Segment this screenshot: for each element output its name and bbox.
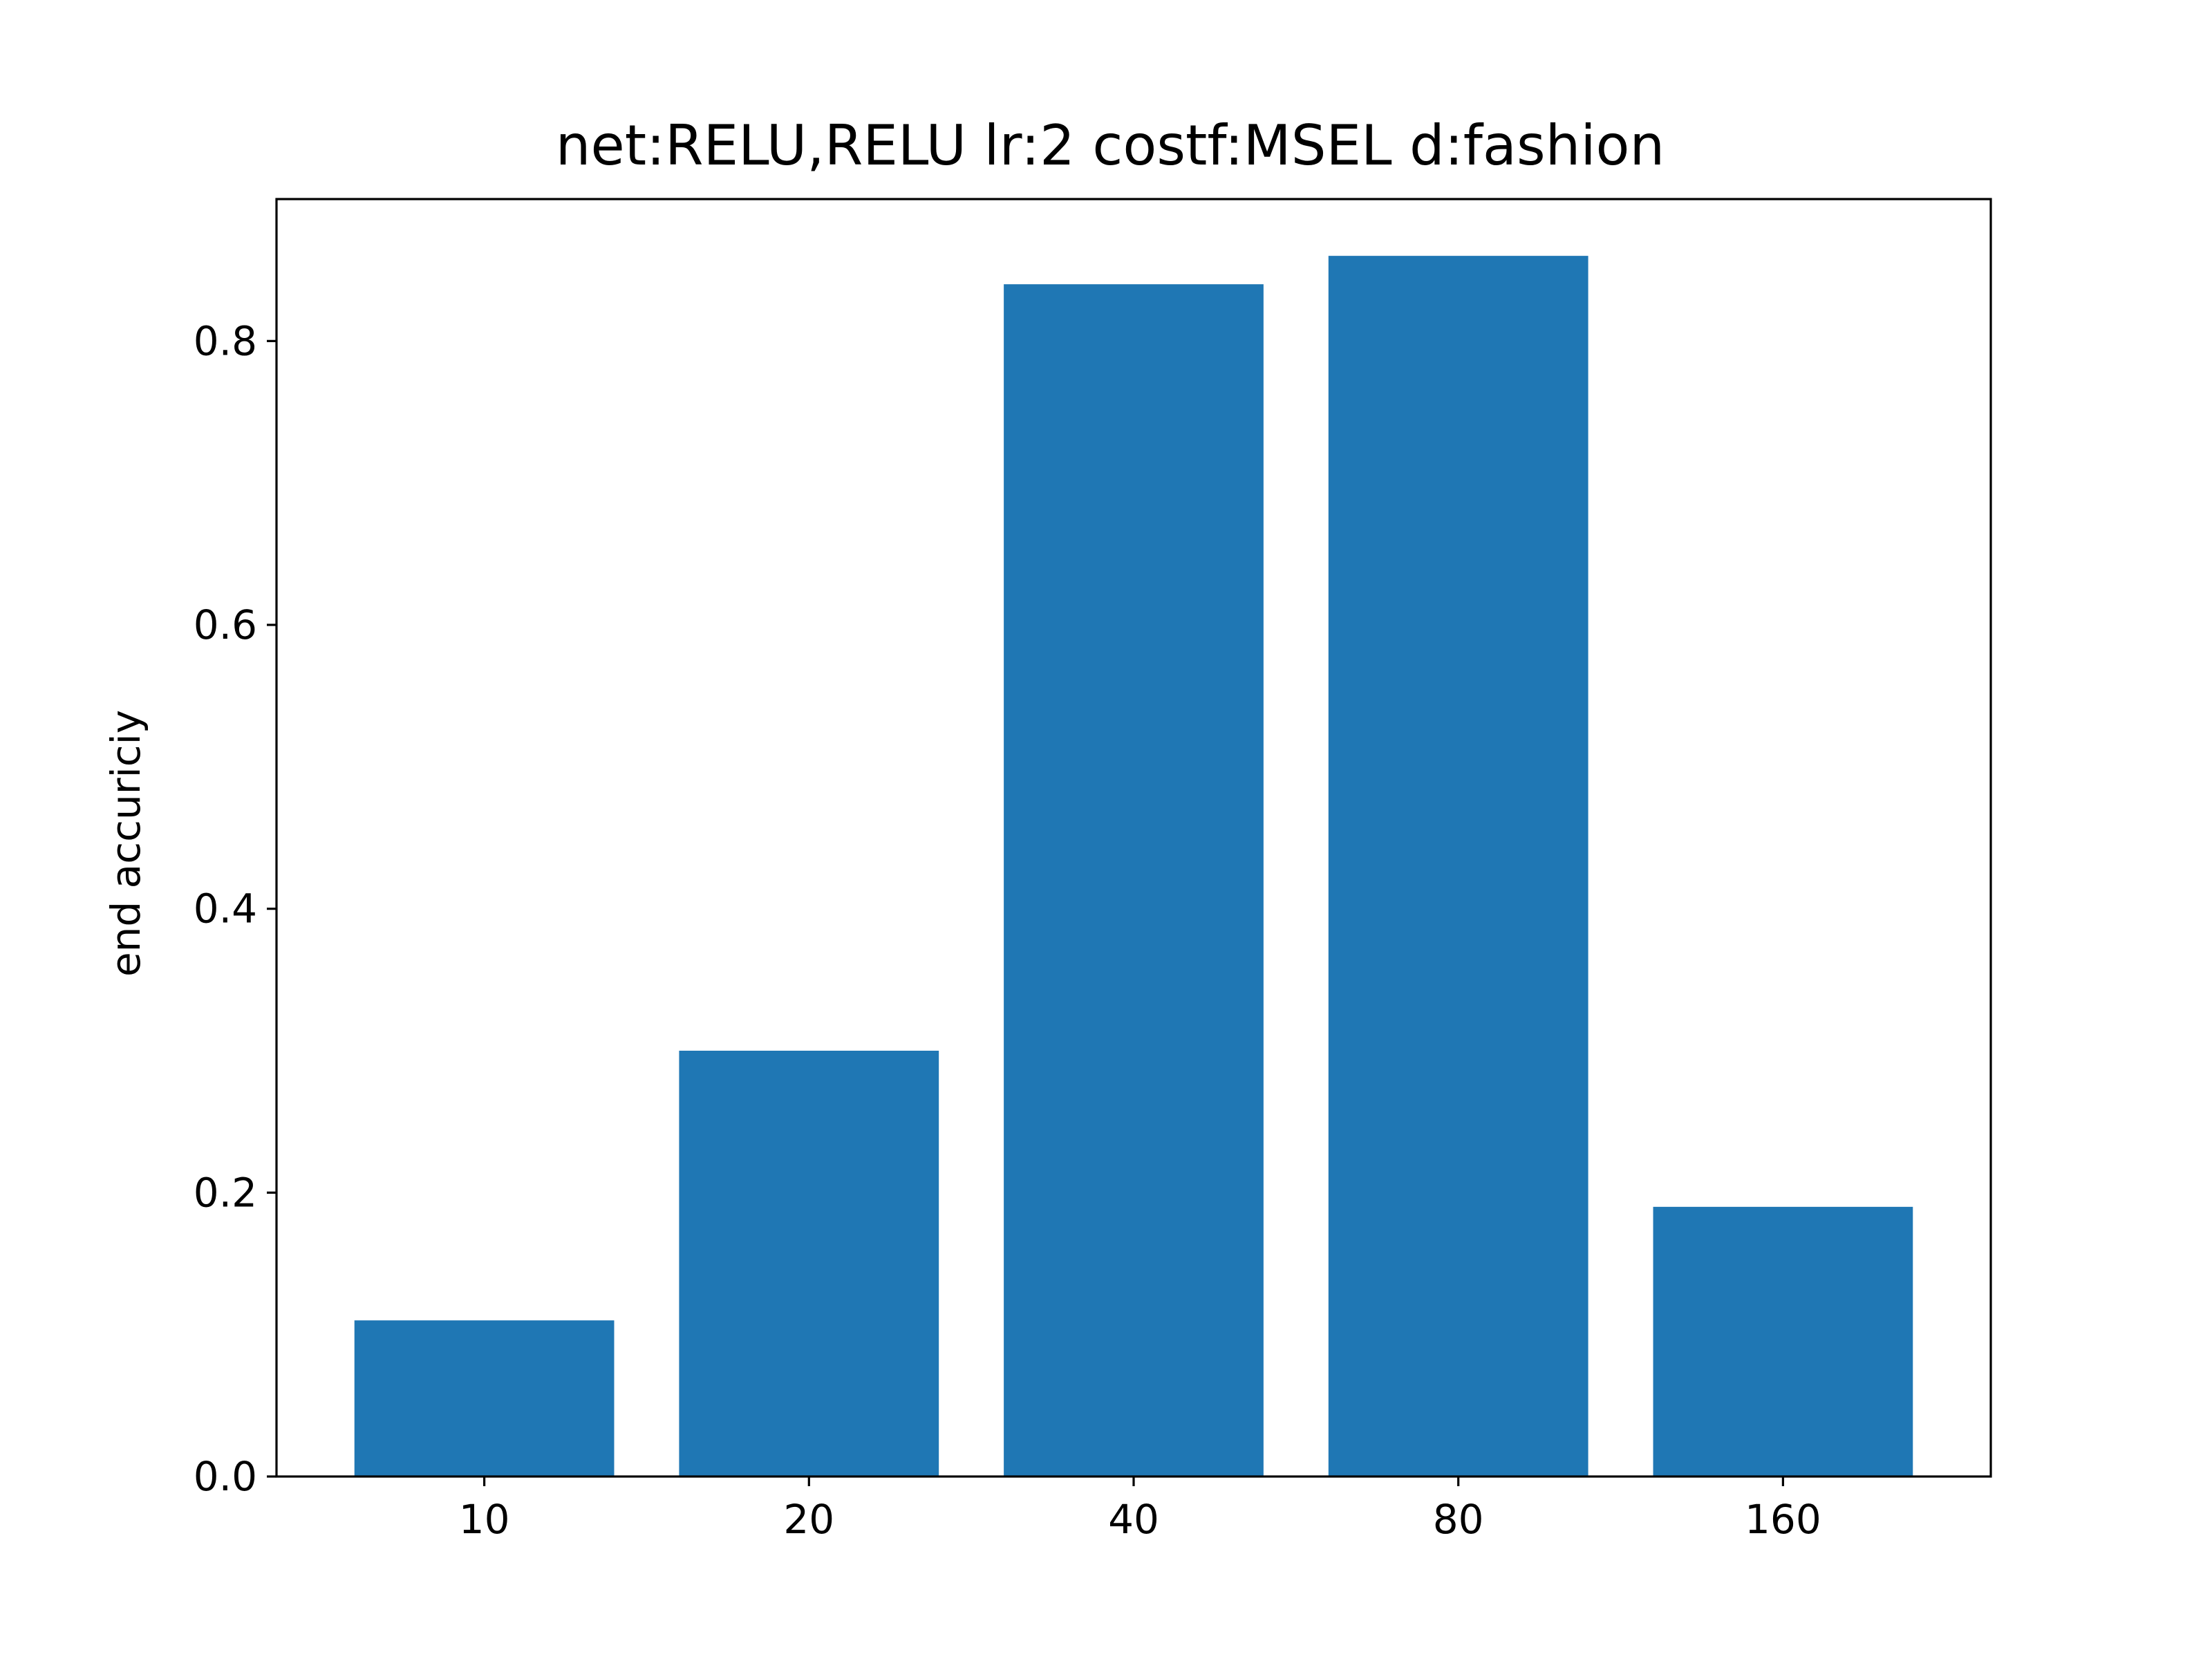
y-tick-label-0.8: 0.8 [194, 317, 257, 364]
y-axis-ticks: 0.0 0.2 0.4 0.6 0.8 [194, 317, 276, 1500]
plot-area-frame [275, 198, 1992, 1478]
y-tick-label-0.4: 0.4 [194, 885, 257, 932]
x-tick-label-10: 10 [459, 1496, 510, 1543]
x-tick-label-80: 80 [1433, 1496, 1484, 1543]
y-tick-label-0.0: 0.0 [194, 1453, 257, 1500]
bar-10 [354, 1320, 615, 1477]
bar-160 [1653, 1206, 1913, 1477]
y-axis-label: end accuriciy [102, 710, 149, 977]
y-tick-label-0.2: 0.2 [194, 1169, 257, 1216]
x-axis-ticks: 10 20 40 80 160 [459, 1477, 1821, 1543]
bars-group [354, 256, 1913, 1477]
x-tick-label-160: 160 [1745, 1496, 1821, 1543]
bar-20 [679, 1051, 939, 1477]
x-tick-label-20: 20 [783, 1496, 834, 1543]
x-tick-label-40: 40 [1108, 1496, 1159, 1543]
bar-80 [1328, 256, 1588, 1477]
chart-title: net:RELU,RELU lr:2 costf:MSEL d:fashion [556, 113, 1665, 178]
y-tick-label-0.6: 0.6 [194, 601, 257, 648]
bar-40 [1004, 284, 1264, 1477]
